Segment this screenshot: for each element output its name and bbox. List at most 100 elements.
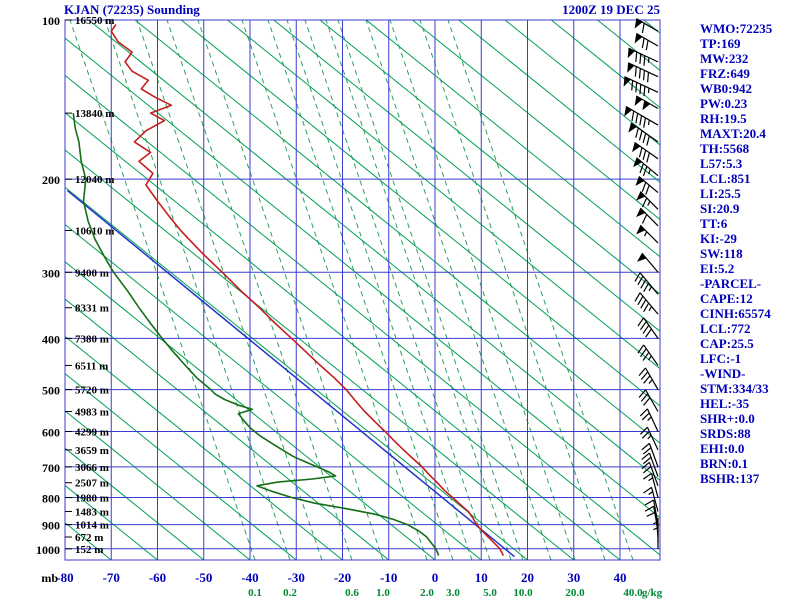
mixing-ratio-axis-labels: 0.1 0.2 0.6 1.0 2.0 3.0 5.0 10.0 20.0 40.0 g/kg [248, 587, 662, 599]
svg-text:672 m: 672 m [75, 532, 103, 544]
svg-text:-40: -40 [241, 570, 258, 585]
svg-text:-70: -70 [103, 570, 120, 585]
svg-text:3659 m: 3659 m [75, 445, 109, 457]
svg-text:1000: 1000 [36, 543, 60, 557]
panel-index-line: SRDS:88 [700, 426, 751, 441]
panel-index-line: LI:25.5 [700, 186, 741, 201]
panel-index-line: SW:118 [700, 246, 743, 261]
panel-index-line: WMO:72235 [700, 21, 773, 36]
panel-index-line: CAP:25.5 [700, 336, 754, 351]
svg-text:6511 m: 6511 m [75, 360, 108, 372]
panel-index-line: CAPE:12 [700, 291, 753, 306]
svg-text:700: 700 [42, 461, 60, 475]
svg-text:400: 400 [42, 332, 60, 346]
svg-text:-60: -60 [149, 570, 166, 585]
svg-text:300: 300 [42, 266, 60, 280]
chart-title: KJAN (72235) Sounding [64, 2, 200, 17]
pressure-unit-label: mb [41, 571, 58, 585]
panel-section-header: -PARCEL- [700, 276, 762, 291]
svg-text:20.0: 20.0 [565, 587, 585, 599]
panel-index-line: MW:232 [700, 51, 749, 66]
svg-text:-10: -10 [380, 570, 397, 585]
panel-index-line: EHI:0.0 [700, 441, 745, 456]
svg-text:5.0: 5.0 [483, 587, 497, 599]
height-tick-marks [65, 19, 72, 550]
svg-text:16550 m: 16550 m [75, 15, 114, 27]
svg-text:1980 m: 1980 m [75, 493, 109, 505]
panel-index-line: EI:5.2 [700, 261, 735, 276]
svg-text:-80: -80 [56, 570, 73, 585]
svg-text:3066 m: 3066 m [75, 462, 109, 474]
panel-index-line: FRZ:649 [700, 66, 750, 81]
svg-text:7380 m: 7380 m [75, 333, 109, 345]
svg-text:1.0: 1.0 [376, 587, 390, 599]
svg-text:10: 10 [475, 570, 488, 585]
panel-index-line: PW:0.23 [700, 96, 748, 111]
dewpoint-trace [72, 112, 440, 556]
svg-text:4299 m: 4299 m [75, 426, 109, 438]
panel-index-line: MAXT:20.4 [700, 126, 766, 141]
svg-text:2.0: 2.0 [420, 587, 434, 599]
panel-index-line: TP:169 [700, 36, 741, 51]
panel-index-line: WB0:942 [700, 81, 752, 96]
pressure-axis-labels: 100 200 300 400 500 600 700 800 900 1000 mb [36, 14, 60, 585]
isotherm-gridlines [64, 20, 621, 560]
plot-border [64, 19, 661, 561]
svg-text:40: 40 [614, 570, 627, 585]
pressure-gridlines [65, 19, 660, 550]
svg-text:900: 900 [42, 519, 60, 533]
svg-text:9400 m: 9400 m [75, 267, 109, 279]
svg-text:0.1: 0.1 [248, 587, 262, 599]
svg-text:1014 m: 1014 m [75, 520, 109, 532]
svg-text:600: 600 [42, 425, 60, 439]
svg-text:10.0: 10.0 [513, 587, 533, 599]
svg-text:3.0: 3.0 [446, 587, 460, 599]
panel-index-line: SHR+:0.0 [700, 411, 755, 426]
panel-index-line: L57:5.3 [700, 156, 743, 171]
panel-index-line: CINH:65574 [700, 306, 771, 321]
svg-text:5720 m: 5720 m [75, 385, 109, 397]
svg-text:12040 m: 12040 m [75, 174, 114, 186]
svg-text:13840 m: 13840 m [75, 108, 114, 120]
svg-text:4983 m: 4983 m [75, 407, 109, 419]
temperature-axis-labels: -80 -70 -60 -50 -40 -30 -20 -10 0 10 20 30 40 [56, 570, 626, 585]
dry-adiabat-lines [65, 20, 660, 560]
svg-text:30: 30 [567, 570, 580, 585]
traces [66, 24, 515, 558]
svg-text:0.6: 0.6 [345, 587, 359, 599]
mixing-unit-label: g/kg [642, 587, 663, 599]
svg-text:0.2: 0.2 [283, 587, 297, 599]
panel-section-header: -WIND- [700, 366, 746, 381]
wind-barbs [623, 18, 659, 549]
panel-index-line: LCL:851 [700, 171, 751, 186]
svg-text:100: 100 [42, 14, 60, 28]
svg-text:0: 0 [432, 570, 439, 585]
svg-text:200: 200 [42, 173, 60, 187]
svg-text:-30: -30 [288, 570, 305, 585]
svg-text:2507 m: 2507 m [75, 478, 109, 490]
chart-datetime: 1200Z 19 DEC 25 [562, 2, 660, 17]
svg-text:500: 500 [42, 384, 60, 398]
panel-index-line: LCL:772 [700, 321, 751, 336]
panel-index-line: BSHR:137 [700, 471, 760, 486]
panel-index-line: SI:20.9 [700, 201, 740, 216]
panel-index-line: TH:5568 [700, 141, 750, 156]
parcel-trace [66, 189, 515, 558]
svg-text:-50: -50 [195, 570, 212, 585]
svg-text:152 m: 152 m [75, 544, 103, 556]
mixing-ratio-lines [69, 20, 634, 560]
panel-index-line: KI:-29 [700, 231, 737, 246]
svg-text:1483 m: 1483 m [75, 506, 109, 518]
svg-text:8331 m: 8331 m [75, 303, 109, 315]
svg-text:800: 800 [42, 492, 60, 506]
panel-index-line: TT:6 [700, 216, 728, 231]
indices-panel: WMO:72235 TP:169 MW:232 FRZ:649 WB0:942 PW:0.… [700, 21, 772, 486]
panel-index-line: HEL:-35 [700, 396, 750, 411]
temperature-trace [110, 24, 505, 556]
svg-text:20: 20 [521, 570, 534, 585]
panel-index-line: LFC:-1 [700, 351, 742, 366]
panel-index-line: STM:334/33 [700, 381, 769, 396]
svg-text:-20: -20 [334, 570, 351, 585]
